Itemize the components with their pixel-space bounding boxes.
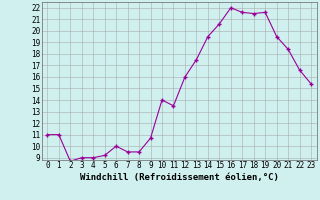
X-axis label: Windchill (Refroidissement éolien,°C): Windchill (Refroidissement éolien,°C) xyxy=(80,173,279,182)
